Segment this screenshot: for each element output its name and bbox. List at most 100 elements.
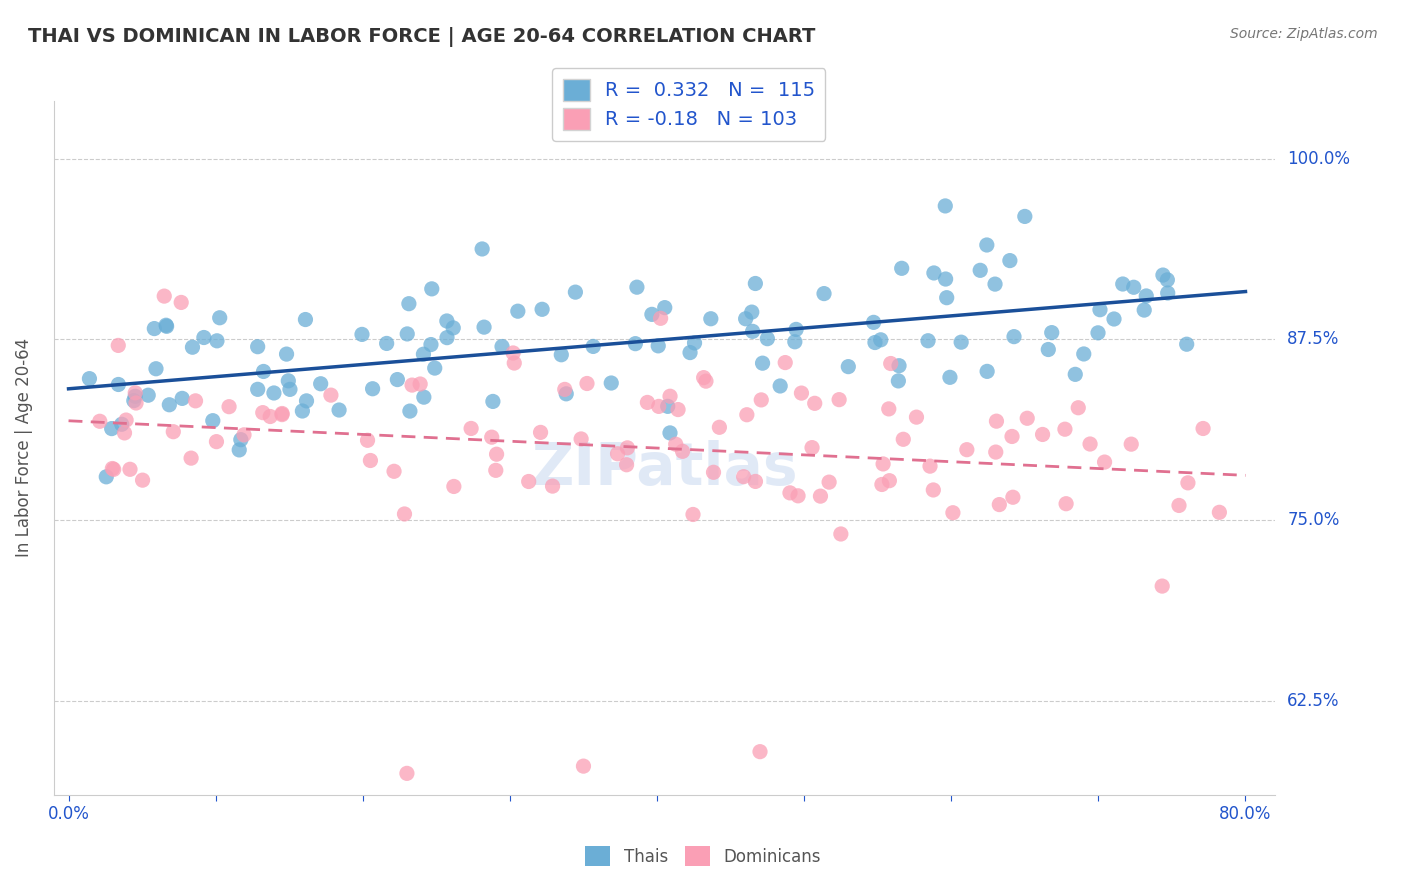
- Thais: [412, 390, 434, 404]
- Thais: [934, 199, 956, 213]
- Dominicans: [125, 396, 148, 410]
- Dominicans: [986, 414, 1008, 428]
- Thais: [350, 327, 373, 342]
- Dominicans: [170, 295, 193, 310]
- Thais: [769, 379, 792, 393]
- Thais: [124, 389, 146, 403]
- Dominicans: [481, 430, 503, 444]
- Dominicans: [103, 462, 125, 476]
- Thais: [263, 386, 285, 401]
- Text: 75.0%: 75.0%: [1286, 511, 1340, 529]
- Dominicans: [529, 425, 551, 440]
- Dominicans: [554, 383, 576, 397]
- Dominicans: [1067, 401, 1090, 415]
- Dominicans: [1208, 505, 1230, 519]
- Thais: [751, 356, 773, 370]
- Thais: [143, 321, 166, 335]
- Thais: [155, 318, 177, 333]
- Thais: [1133, 303, 1156, 318]
- Dominicans: [1192, 421, 1215, 435]
- Dominicans: [1152, 579, 1174, 593]
- Thais: [100, 421, 122, 435]
- Text: 87.5%: 87.5%: [1286, 330, 1340, 349]
- Thais: [122, 393, 145, 408]
- Thais: [436, 314, 458, 328]
- Thais: [700, 311, 723, 326]
- Thais: [624, 336, 647, 351]
- Dominicans: [942, 506, 965, 520]
- Thais: [783, 334, 806, 349]
- Thais: [295, 393, 318, 408]
- Thais: [375, 336, 398, 351]
- Dominicans: [665, 437, 688, 451]
- Dominicans: [401, 378, 423, 392]
- Dominicans: [695, 374, 717, 388]
- Thais: [600, 376, 623, 390]
- Thais: [277, 374, 299, 388]
- Dominicans: [271, 408, 294, 422]
- Dominicans: [877, 401, 900, 416]
- Dominicans: [162, 425, 184, 439]
- Thais: [741, 305, 763, 319]
- Thais: [679, 345, 702, 359]
- Dominicans: [259, 409, 281, 424]
- Thais: [291, 404, 314, 418]
- Thais: [969, 263, 991, 277]
- Thais: [482, 394, 505, 409]
- Dominicans: [541, 479, 564, 493]
- Thais: [111, 417, 134, 432]
- Thais: [172, 392, 194, 406]
- Dominicans: [659, 389, 682, 403]
- Thais: [683, 335, 706, 350]
- Dominicans: [503, 356, 526, 370]
- Dominicans: [787, 489, 810, 503]
- Dominicans: [803, 396, 825, 410]
- Dominicans: [569, 432, 592, 446]
- Dominicans: [616, 458, 638, 472]
- Dominicans: [733, 469, 755, 483]
- Thais: [1064, 368, 1087, 382]
- Thais: [1002, 329, 1025, 343]
- Dominicans: [749, 392, 772, 407]
- Thais: [1087, 326, 1109, 340]
- Dominicans: [356, 434, 378, 448]
- Legend: Thais, Dominicans: Thais, Dominicans: [576, 838, 830, 875]
- Dominicans: [124, 385, 146, 400]
- Dominicans: [359, 453, 381, 467]
- Thais: [582, 339, 605, 353]
- Dominicans: [572, 759, 595, 773]
- Thais: [471, 242, 494, 256]
- Dominicans: [830, 527, 852, 541]
- Dominicans: [460, 421, 482, 435]
- Dominicans: [382, 464, 405, 478]
- Dominicans: [1001, 429, 1024, 443]
- Thais: [472, 320, 495, 334]
- Thais: [659, 425, 682, 440]
- Dominicans: [502, 346, 524, 360]
- Dominicans: [709, 420, 731, 434]
- Dominicans: [153, 289, 176, 303]
- Thais: [506, 304, 529, 318]
- Thais: [1102, 312, 1125, 326]
- Thais: [107, 377, 129, 392]
- Thais: [922, 266, 945, 280]
- Text: Source: ZipAtlas.com: Source: ZipAtlas.com: [1230, 27, 1378, 41]
- Dominicans: [184, 393, 207, 408]
- Text: 100.0%: 100.0%: [1286, 150, 1350, 168]
- Dominicans: [218, 400, 240, 414]
- Thais: [555, 386, 578, 401]
- Thais: [1157, 285, 1180, 300]
- Thais: [1135, 289, 1157, 303]
- Dominicans: [872, 457, 894, 471]
- Dominicans: [606, 447, 628, 461]
- Dominicans: [671, 444, 693, 458]
- Dominicans: [252, 406, 274, 420]
- Dominicans: [233, 427, 256, 442]
- Dominicans: [692, 370, 714, 384]
- Dominicans: [735, 408, 758, 422]
- Thais: [950, 335, 973, 350]
- Thais: [1073, 347, 1095, 361]
- Dominicans: [818, 475, 841, 490]
- Dominicans: [1017, 411, 1039, 425]
- Thais: [657, 400, 679, 414]
